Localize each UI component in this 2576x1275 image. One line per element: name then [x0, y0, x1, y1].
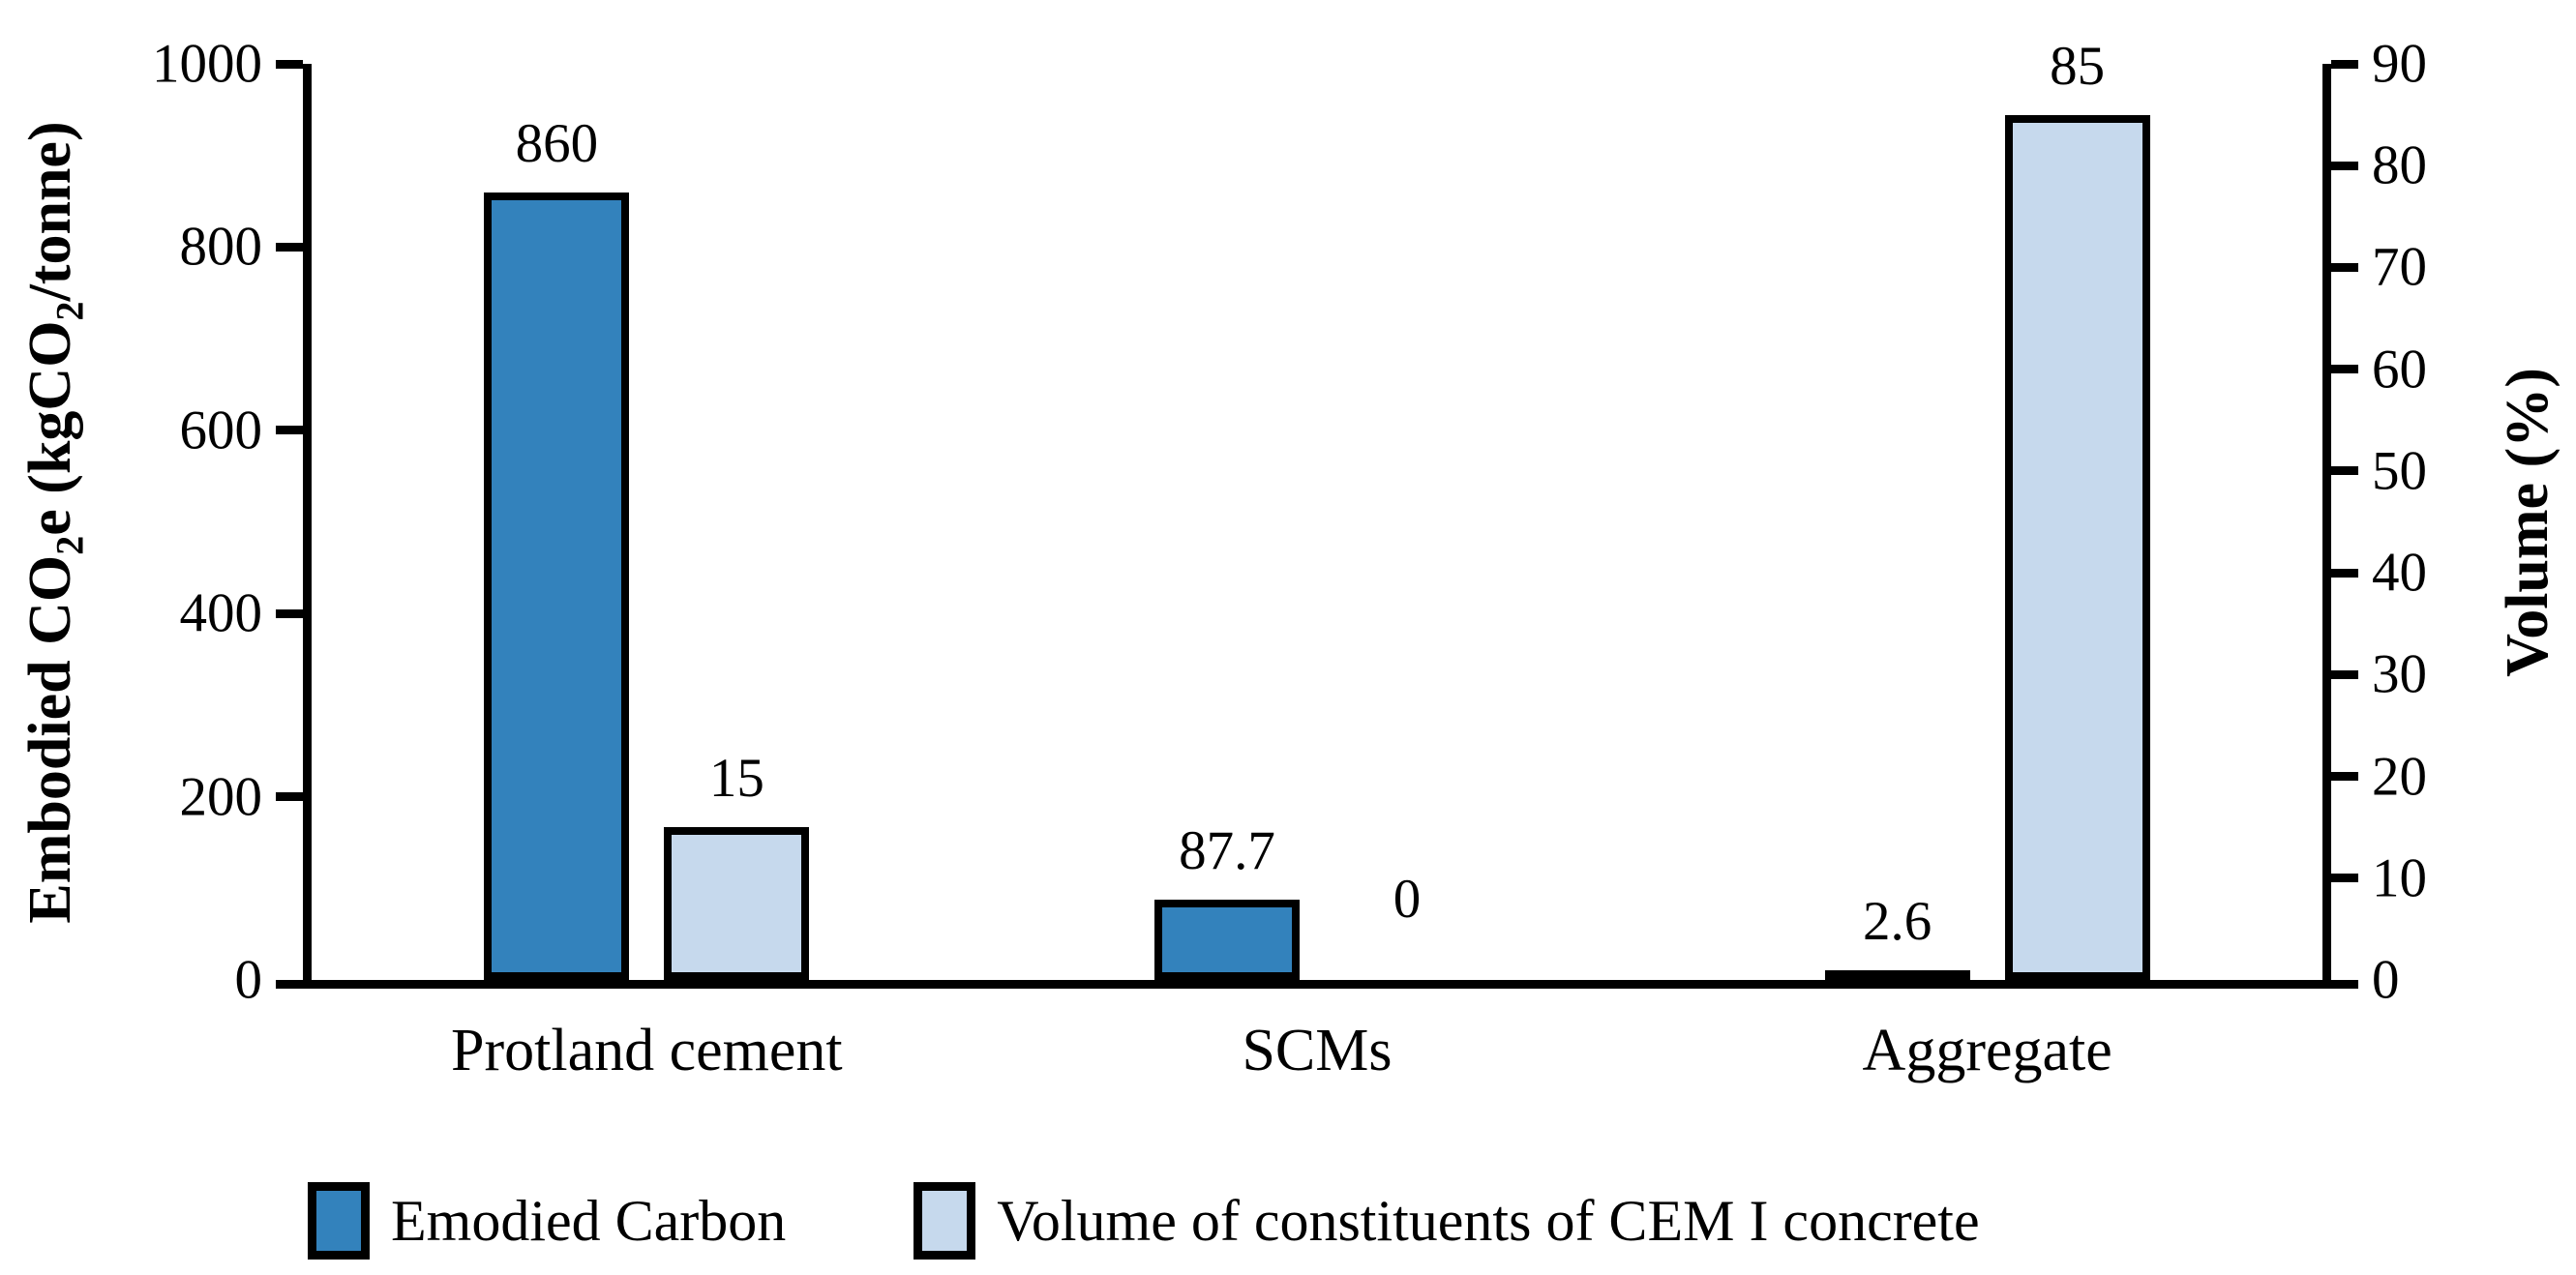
left-axis-tick [276, 608, 303, 618]
right-axis-tick [2331, 874, 2358, 883]
right-axis-tick-label: 60 [2372, 339, 2427, 400]
right-axis-tick [2331, 161, 2358, 170]
bar-label: 2.6 [1863, 891, 1932, 952]
bar-label: 87.7 [1179, 820, 1275, 881]
legend-item: Emodied Carbon [308, 1182, 786, 1260]
bar-label: 860 [515, 113, 599, 174]
category-label: Aggregate [1862, 1018, 2112, 1083]
right-axis-tick [2331, 466, 2358, 476]
legend-swatch-volume [914, 1182, 976, 1260]
left-axis-tick [276, 426, 303, 435]
right-axis-tick-label: 20 [2372, 746, 2427, 808]
right-axis-tick-label: 0 [2372, 949, 2400, 1011]
legend-swatch-embodied-carbon [308, 1182, 370, 1260]
bar-embodied-carbon [1824, 970, 1970, 986]
legend-label: Emodied Carbon [391, 1189, 787, 1253]
right-axis-tick-label: 80 [2372, 134, 2427, 196]
category-label: SCMs [1242, 1018, 1393, 1083]
right-axis-tick [2331, 365, 2358, 374]
bar-label: 85 [2050, 36, 2106, 97]
legend-label: Volume of constituents of CEM I concrete [997, 1189, 1980, 1253]
right-axis-tick [2331, 772, 2358, 782]
plot-area [303, 64, 2331, 989]
right-axis-tick-label: 40 [2372, 542, 2427, 604]
right-axis-tick-label: 50 [2372, 440, 2427, 502]
right-axis-tick-label: 10 [2372, 847, 2427, 909]
right-axis-tick [2331, 568, 2358, 578]
left-axis-tick-label: 1000 [152, 33, 262, 95]
left-axis-tick-label: 200 [179, 766, 263, 828]
left-axis-tick [276, 242, 303, 252]
left-axis-tick-label: 800 [179, 216, 263, 278]
right-axis-tick-label: 90 [2372, 33, 2427, 95]
bar-volume [664, 827, 810, 980]
legend-item: Volume of constituents of CEM I concrete [914, 1182, 1980, 1260]
left-axis-tick [276, 59, 303, 69]
right-axis-tick [2331, 59, 2358, 69]
right-axis-tick [2331, 262, 2358, 272]
left-axis-tick [276, 792, 303, 802]
bar-volume [2004, 115, 2150, 980]
bar-embodied-carbon [1154, 900, 1300, 980]
right-axis-tick [2331, 669, 2358, 679]
category-label: Protland cement [451, 1018, 843, 1083]
left-axis-tick-label: 400 [179, 582, 263, 644]
right-axis-title: Volume (%) [2495, 368, 2561, 677]
legend: Emodied Carbon Volume of constituents of … [308, 1182, 1980, 1260]
right-axis-tick [2331, 980, 2358, 989]
left-axis-tick-label: 600 [179, 400, 263, 461]
right-axis-tick-label: 70 [2372, 236, 2427, 298]
bar-label: 15 [708, 748, 764, 809]
left-axis-tick [276, 980, 303, 989]
right-axis-tick-label: 30 [2372, 643, 2427, 705]
bar-embodied-carbon [484, 193, 630, 980]
bar-label: 0 [1393, 869, 1422, 930]
left-axis-tick-label: 0 [234, 949, 263, 1011]
